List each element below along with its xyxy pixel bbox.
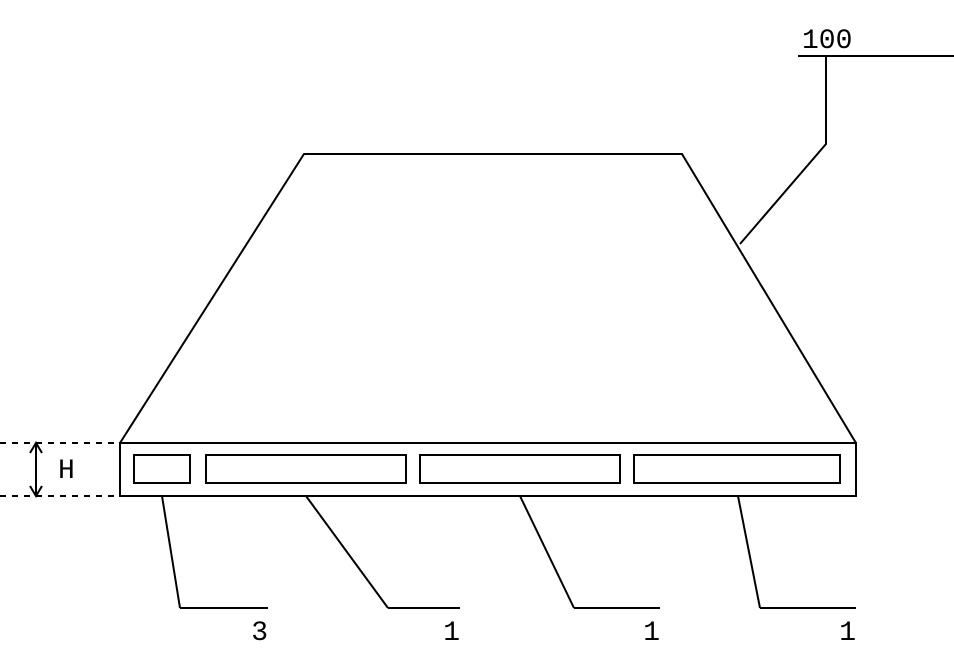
callout-label-3: 1 bbox=[839, 618, 856, 649]
title-callout-leader bbox=[740, 56, 826, 244]
callout-leader-3 bbox=[738, 496, 760, 608]
callout-leader-1 bbox=[306, 496, 388, 608]
trapezoid-body bbox=[120, 154, 856, 443]
callout-leader-0 bbox=[162, 496, 180, 608]
base-plate bbox=[120, 443, 856, 496]
slot-1 bbox=[206, 455, 406, 483]
callout-leader-2 bbox=[520, 496, 574, 608]
slot-3 bbox=[634, 455, 840, 483]
callout-label-1: 1 bbox=[443, 618, 460, 649]
dim-h-label: H bbox=[58, 456, 75, 487]
callout-label-0: 3 bbox=[251, 618, 268, 649]
slot-0 bbox=[134, 455, 190, 483]
slot-2 bbox=[420, 455, 620, 483]
callout-label-2: 1 bbox=[643, 618, 660, 649]
title-callout-label: 100 bbox=[802, 26, 852, 57]
